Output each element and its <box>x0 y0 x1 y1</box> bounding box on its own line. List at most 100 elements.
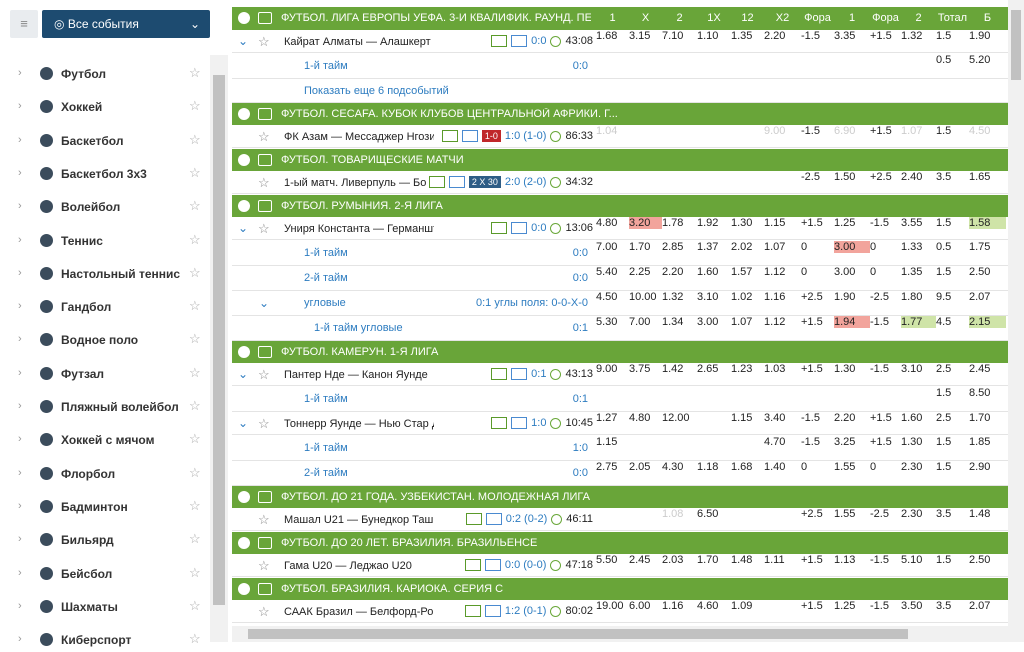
favorite-star[interactable]: ☆ <box>258 221 270 236</box>
sport-item[interactable]: › Водное поло ☆ <box>0 328 208 352</box>
favorite-star[interactable]: ☆ <box>189 564 201 580</box>
odds-cell[interactable]: 2.50 <box>969 266 1006 278</box>
odds-cell[interactable]: 1.15 <box>596 436 629 448</box>
odds-cell[interactable]: +2.5 <box>801 291 834 303</box>
odds-cell[interactable]: 5.50 <box>596 554 629 566</box>
event-name[interactable]: Кайрат Алматы — Алашкерт <box>284 36 431 48</box>
odds-cell[interactable]: 1.08 <box>662 508 697 520</box>
sport-item[interactable]: › Пляжный волейбол ☆ <box>0 395 208 419</box>
odds-cell[interactable]: 1.5 <box>936 387 969 399</box>
sport-item[interactable]: › Бейсбол ☆ <box>0 562 208 586</box>
sport-item[interactable]: › Гандбол ☆ <box>0 295 208 319</box>
odds-cell[interactable]: 1.77 <box>901 316 936 328</box>
odds-cell[interactable]: 5.40 <box>596 266 629 278</box>
odds-cell[interactable]: 12.00 <box>662 412 697 424</box>
odds-cell[interactable]: 2.40 <box>901 171 936 183</box>
odds-cell[interactable]: 2.03 <box>662 554 697 566</box>
odds-cell[interactable]: 2.20 <box>764 30 801 42</box>
sport-item[interactable]: › Футзал ☆ <box>0 362 208 386</box>
odds-cell[interactable]: 1.5 <box>936 436 969 448</box>
favorite-star[interactable]: ☆ <box>189 531 201 547</box>
favorite-star[interactable]: ☆ <box>189 231 201 247</box>
odds-cell[interactable]: 2.02 <box>731 241 764 253</box>
odds-cell[interactable]: 1.65 <box>969 171 1006 183</box>
odds-cell[interactable]: 1.37 <box>697 241 731 253</box>
sport-item[interactable]: › Футбол ☆ <box>0 62 208 86</box>
odds-cell[interactable]: 1.57 <box>731 266 764 278</box>
scroll-thumb[interactable] <box>248 629 908 639</box>
expand-arrow[interactable]: ⌄ <box>259 296 270 310</box>
odds-cell[interactable]: -2.5 <box>870 291 901 303</box>
odds-cell[interactable]: 1.40 <box>764 461 801 473</box>
odds-cell[interactable]: 1.92 <box>697 217 731 229</box>
favorite-star[interactable]: ☆ <box>189 98 201 114</box>
odds-cell[interactable]: 3.00 <box>697 316 731 328</box>
odds-cell[interactable]: 1.07 <box>764 241 801 253</box>
odds-cell[interactable]: 0 <box>801 461 834 473</box>
favorite-star[interactable]: ☆ <box>189 164 201 180</box>
odds-cell[interactable]: +2.5 <box>801 508 834 520</box>
odds-cell[interactable]: 3.10 <box>697 291 731 303</box>
odds-cell[interactable]: 2.07 <box>969 291 1006 303</box>
odds-cell[interactable]: 4.80 <box>596 217 629 229</box>
stats-icon[interactable] <box>511 368 528 380</box>
odds-cell[interactable]: +1.5 <box>870 125 901 137</box>
odds-cell[interactable]: 1.03 <box>764 363 801 375</box>
event-filter[interactable]: ◎ Все события ⌄ <box>42 10 210 38</box>
stats-icon[interactable] <box>428 176 445 188</box>
odds-cell[interactable]: 3.15 <box>629 30 662 42</box>
odds-cell[interactable]: 0 <box>870 266 901 278</box>
odds-cell[interactable]: 3.5 <box>936 508 969 520</box>
subevent-name[interactable]: 2-й тайм <box>304 467 348 479</box>
odds-cell[interactable]: 1.16 <box>662 600 697 612</box>
sport-item[interactable]: › Киберспорт ☆ <box>0 628 208 652</box>
main-scrollbar[interactable] <box>1008 0 1024 642</box>
odds-cell[interactable]: 1.70 <box>969 412 1006 424</box>
odds-cell[interactable]: 2.15 <box>969 316 1006 328</box>
odds-cell[interactable]: -2.5 <box>801 171 834 183</box>
odds-cell[interactable]: 1.18 <box>697 461 731 473</box>
odds-cell[interactable]: 1.25 <box>834 600 870 612</box>
odds-cell[interactable]: 3.10 <box>901 363 936 375</box>
favorite-star[interactable]: ☆ <box>258 34 270 49</box>
odds-cell[interactable]: 0 <box>870 241 901 253</box>
odds-cell[interactable]: 1.5 <box>936 461 969 473</box>
odds-cell[interactable]: 6.00 <box>629 600 662 612</box>
event-name[interactable]: ФК Азам — Мессаджер Нгози <box>284 131 434 143</box>
odds-cell[interactable]: 1.30 <box>901 436 936 448</box>
sport-item[interactable]: › Баскетбол ☆ <box>0 129 208 153</box>
favorite-star[interactable]: ☆ <box>189 464 201 480</box>
favorite-star[interactable]: ☆ <box>258 512 270 527</box>
subevent-name[interactable]: 1-й тайм <box>304 393 348 405</box>
odds-cell[interactable]: 3.55 <box>901 217 936 229</box>
odds-cell[interactable]: 1.48 <box>731 554 764 566</box>
odds-cell[interactable]: 2.07 <box>969 600 1006 612</box>
odds-cell[interactable]: 1.78 <box>662 217 697 229</box>
odds-cell[interactable]: -1.5 <box>870 217 901 229</box>
stats-icon[interactable] <box>465 513 482 525</box>
favorite-star[interactable]: ☆ <box>258 175 270 190</box>
expand-arrow[interactable]: ⌄ <box>238 34 249 48</box>
odds-cell[interactable]: 1.90 <box>969 30 1006 42</box>
favorite-star[interactable]: ☆ <box>189 65 201 80</box>
odds-cell[interactable]: 3.50 <box>901 600 936 612</box>
odds-cell[interactable]: +1.5 <box>870 436 901 448</box>
odds-cell[interactable]: 2.65 <box>697 363 731 375</box>
stats-icon[interactable] <box>491 368 508 380</box>
odds-cell[interactable]: 1.42 <box>662 363 697 375</box>
sport-item[interactable]: › Хоккей ☆ <box>0 95 208 119</box>
odds-cell[interactable]: 1.04 <box>596 125 629 137</box>
odds-cell[interactable]: 1.30 <box>834 363 870 375</box>
odds-cell[interactable]: 1.5 <box>936 554 969 566</box>
odds-cell[interactable]: 9.00 <box>596 363 629 375</box>
odds-cell[interactable]: 2.45 <box>629 554 662 566</box>
odds-cell[interactable]: 1.60 <box>697 266 731 278</box>
odds-cell[interactable]: -1.5 <box>801 125 834 137</box>
odds-cell[interactable]: 1.27 <box>596 412 629 424</box>
odds-cell[interactable]: 3.5 <box>936 171 969 183</box>
odds-cell[interactable]: 4.70 <box>764 436 801 448</box>
odds-cell[interactable]: +1.5 <box>801 554 834 566</box>
odds-cell[interactable]: 0 <box>801 241 834 253</box>
odds-cell[interactable]: 1.10 <box>697 30 731 42</box>
sport-item[interactable]: › Настольный теннис ☆ <box>0 262 208 286</box>
